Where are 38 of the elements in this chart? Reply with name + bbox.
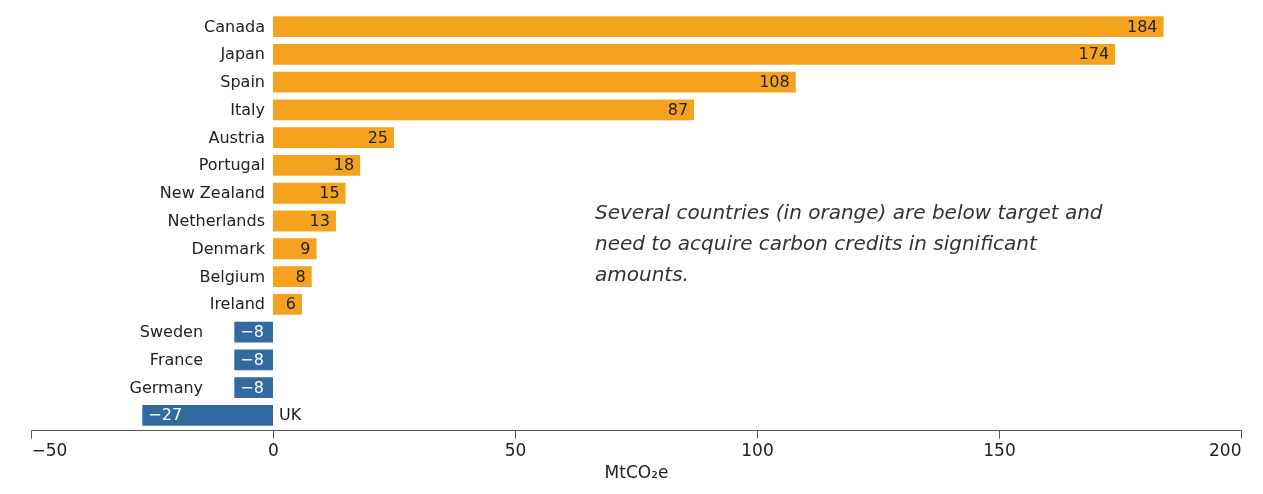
- x-tick-label: 50: [504, 439, 527, 460]
- annotation: Several countries (in orange) are below target and need to acquire carbon credits in significant amounts.: [595, 200, 1103, 286]
- data-label: 18: [333, 155, 355, 175]
- x-tick-label: 100: [741, 439, 774, 460]
- x-axis-title: MtCO₂e: [604, 461, 669, 482]
- data-label: 108: [759, 72, 790, 92]
- data-label: 6: [285, 294, 297, 314]
- y-tick-label: Japan: [219, 44, 265, 64]
- y-tick-label: UK: [279, 405, 302, 425]
- data-label: −27: [148, 405, 183, 425]
- y-tick-label: Denmark: [191, 238, 266, 258]
- data-label: 87: [667, 99, 689, 119]
- data-label: −8: [240, 322, 264, 342]
- data-label: 174: [1078, 44, 1110, 64]
- data-label: 9: [300, 238, 311, 258]
- y-tick-label: New Zealand: [159, 183, 265, 203]
- data-label: 8: [295, 266, 306, 286]
- y-tick-label: Sweden: [139, 322, 204, 342]
- x-tick-label: −50: [31, 439, 68, 460]
- x-tick-label: 150: [983, 439, 1016, 460]
- data-label: 15: [319, 183, 340, 203]
- data-label: −8: [240, 377, 264, 397]
- data-label: 13: [309, 211, 330, 230]
- data-label: −8: [240, 349, 264, 369]
- x-tick-label: 200: [1209, 439, 1242, 460]
- y-tick-label: Portugal: [198, 155, 265, 175]
- y-tick-label: Belgium: [199, 266, 265, 286]
- y-tick-label: Austria: [208, 127, 265, 147]
- x-tick-label: 0: [268, 439, 279, 460]
- y-tick-label: Germany: [129, 377, 204, 397]
- y-tick-label: Ireland: [209, 294, 265, 314]
- y-tick-label: Canada: [204, 16, 265, 36]
- y-tick-label: France: [149, 349, 204, 369]
- y-tick-label: Netherlands: [167, 211, 265, 230]
- data-label: 25: [367, 127, 388, 147]
- y-tick-label: Spain: [220, 72, 265, 92]
- y-tick-label: Italy: [230, 99, 265, 119]
- data-label: 184: [1127, 16, 1158, 36]
